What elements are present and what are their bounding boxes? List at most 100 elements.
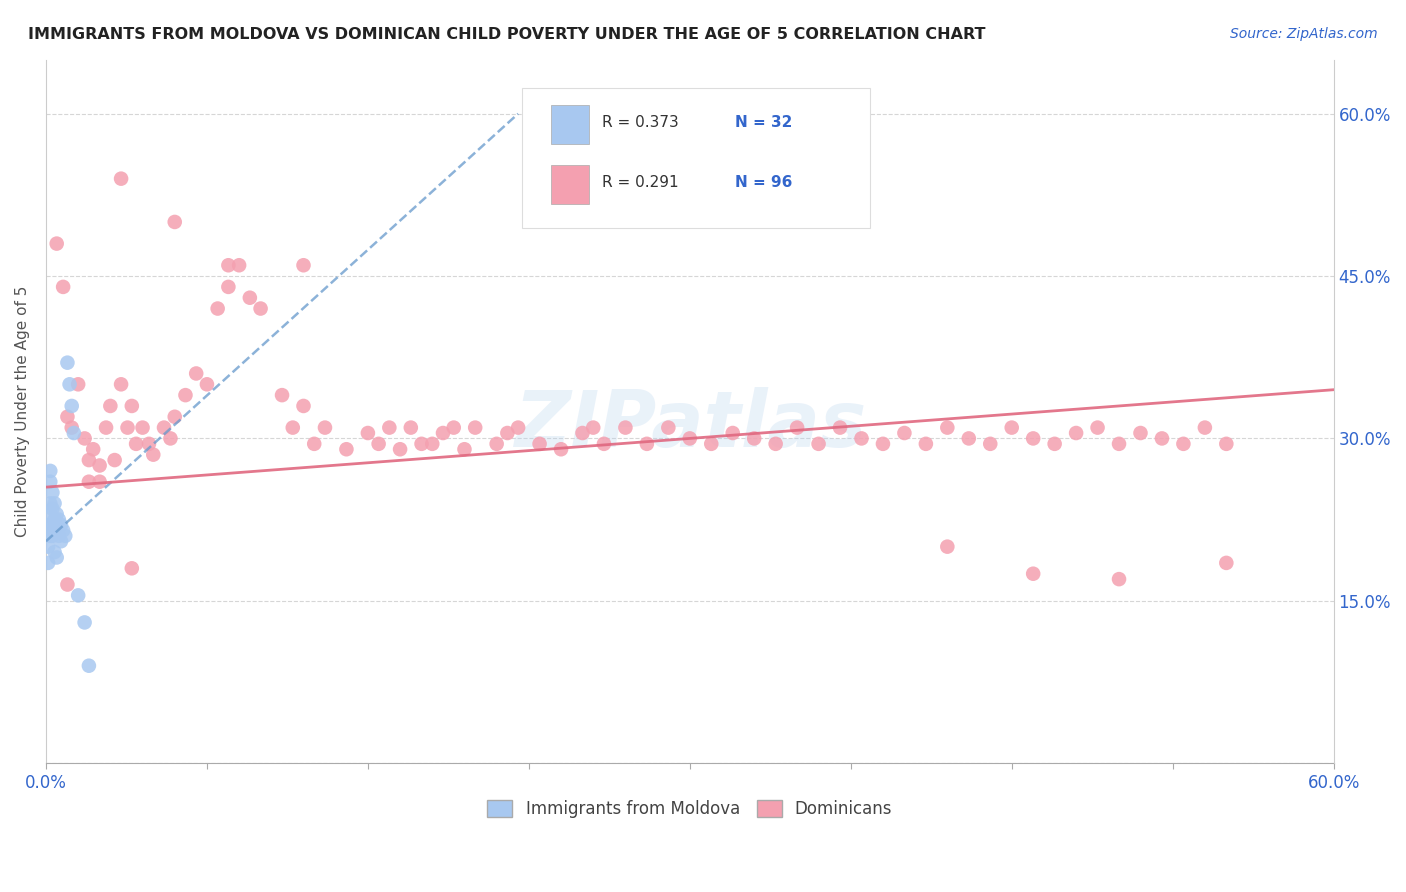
Point (357, 425, 380, 440)
Point (142, 448, 165, 462)
Point (58, 377, 80, 392)
Point (1108, 572, 1130, 586)
Point (1150, 432, 1173, 446)
Point (700, 437, 723, 451)
Point (432, 425, 454, 440)
Point (77, 475, 100, 489)
Point (411, 437, 433, 451)
Text: ZIPatlas: ZIPatlas (513, 387, 866, 464)
Point (56, 356, 79, 370)
Point (915, 437, 938, 451)
Point (44, 513, 66, 527)
Point (239, 291, 262, 305)
Point (60, 420, 83, 434)
Point (41, 501, 63, 516)
Point (679, 432, 702, 446)
Point (389, 442, 412, 457)
Point (39, 464, 62, 478)
Point (39, 475, 62, 489)
Point (271, 388, 294, 402)
FancyBboxPatch shape (551, 165, 589, 204)
Point (45, 507, 67, 521)
Point (67, 588, 90, 602)
Point (420, 437, 443, 451)
Point (367, 437, 389, 451)
Point (217, 280, 239, 294)
Point (207, 301, 229, 316)
Point (163, 409, 186, 424)
Point (117, 420, 139, 434)
Point (44, 496, 66, 510)
Point (1022, 566, 1045, 581)
Point (73, 615, 96, 630)
Point (94, 420, 117, 434)
Point (1087, 420, 1109, 434)
Point (1043, 437, 1066, 451)
Point (1215, 556, 1237, 570)
Point (67, 377, 90, 392)
Point (186, 367, 208, 381)
Point (217, 258, 239, 272)
Point (63, 425, 86, 440)
Point (314, 420, 336, 434)
Point (52, 524, 75, 538)
Point (614, 420, 637, 434)
Point (957, 432, 980, 446)
Point (73, 432, 96, 446)
Text: R = 0.291: R = 0.291 (602, 175, 679, 190)
Point (121, 399, 143, 413)
Point (485, 437, 508, 451)
Legend: Immigrants from Moldova, Dominicans: Immigrants from Moldova, Dominicans (481, 794, 898, 825)
Point (1064, 425, 1087, 440)
Point (453, 442, 475, 457)
Point (125, 437, 148, 451)
Point (52, 280, 75, 294)
Point (60, 399, 83, 413)
Point (37, 518, 59, 533)
Point (77, 658, 100, 673)
Point (45, 550, 67, 565)
Point (1022, 432, 1045, 446)
Point (49, 518, 72, 533)
Point (636, 437, 658, 451)
Point (48, 513, 70, 527)
Point (936, 420, 959, 434)
Point (292, 399, 315, 413)
Point (77, 453, 100, 467)
Point (464, 420, 486, 434)
Point (39, 529, 62, 543)
Text: N = 96: N = 96 (735, 175, 792, 190)
Point (41, 529, 63, 543)
Point (110, 171, 132, 186)
Point (45, 524, 67, 538)
Point (44, 524, 66, 538)
Point (228, 258, 250, 272)
Y-axis label: Child Poverty Under the Age of 5: Child Poverty Under the Age of 5 (15, 285, 30, 537)
Point (56, 577, 79, 591)
Point (742, 432, 765, 446)
Point (1173, 437, 1195, 451)
Point (249, 301, 271, 316)
Point (110, 377, 132, 392)
FancyBboxPatch shape (523, 87, 870, 228)
Point (529, 437, 551, 451)
Point (1194, 420, 1216, 434)
Point (1108, 437, 1130, 451)
Point (174, 388, 197, 402)
Point (851, 432, 873, 446)
Point (56, 409, 79, 424)
Text: N = 32: N = 32 (735, 115, 792, 130)
Point (335, 442, 357, 457)
Point (399, 420, 422, 434)
Point (302, 437, 325, 451)
Point (41, 485, 63, 500)
Point (195, 377, 218, 392)
Point (571, 425, 593, 440)
Point (872, 437, 894, 451)
Point (138, 437, 160, 451)
Point (765, 437, 787, 451)
Point (37, 540, 59, 554)
Point (89, 475, 111, 489)
Point (37, 556, 59, 570)
Point (657, 420, 679, 434)
